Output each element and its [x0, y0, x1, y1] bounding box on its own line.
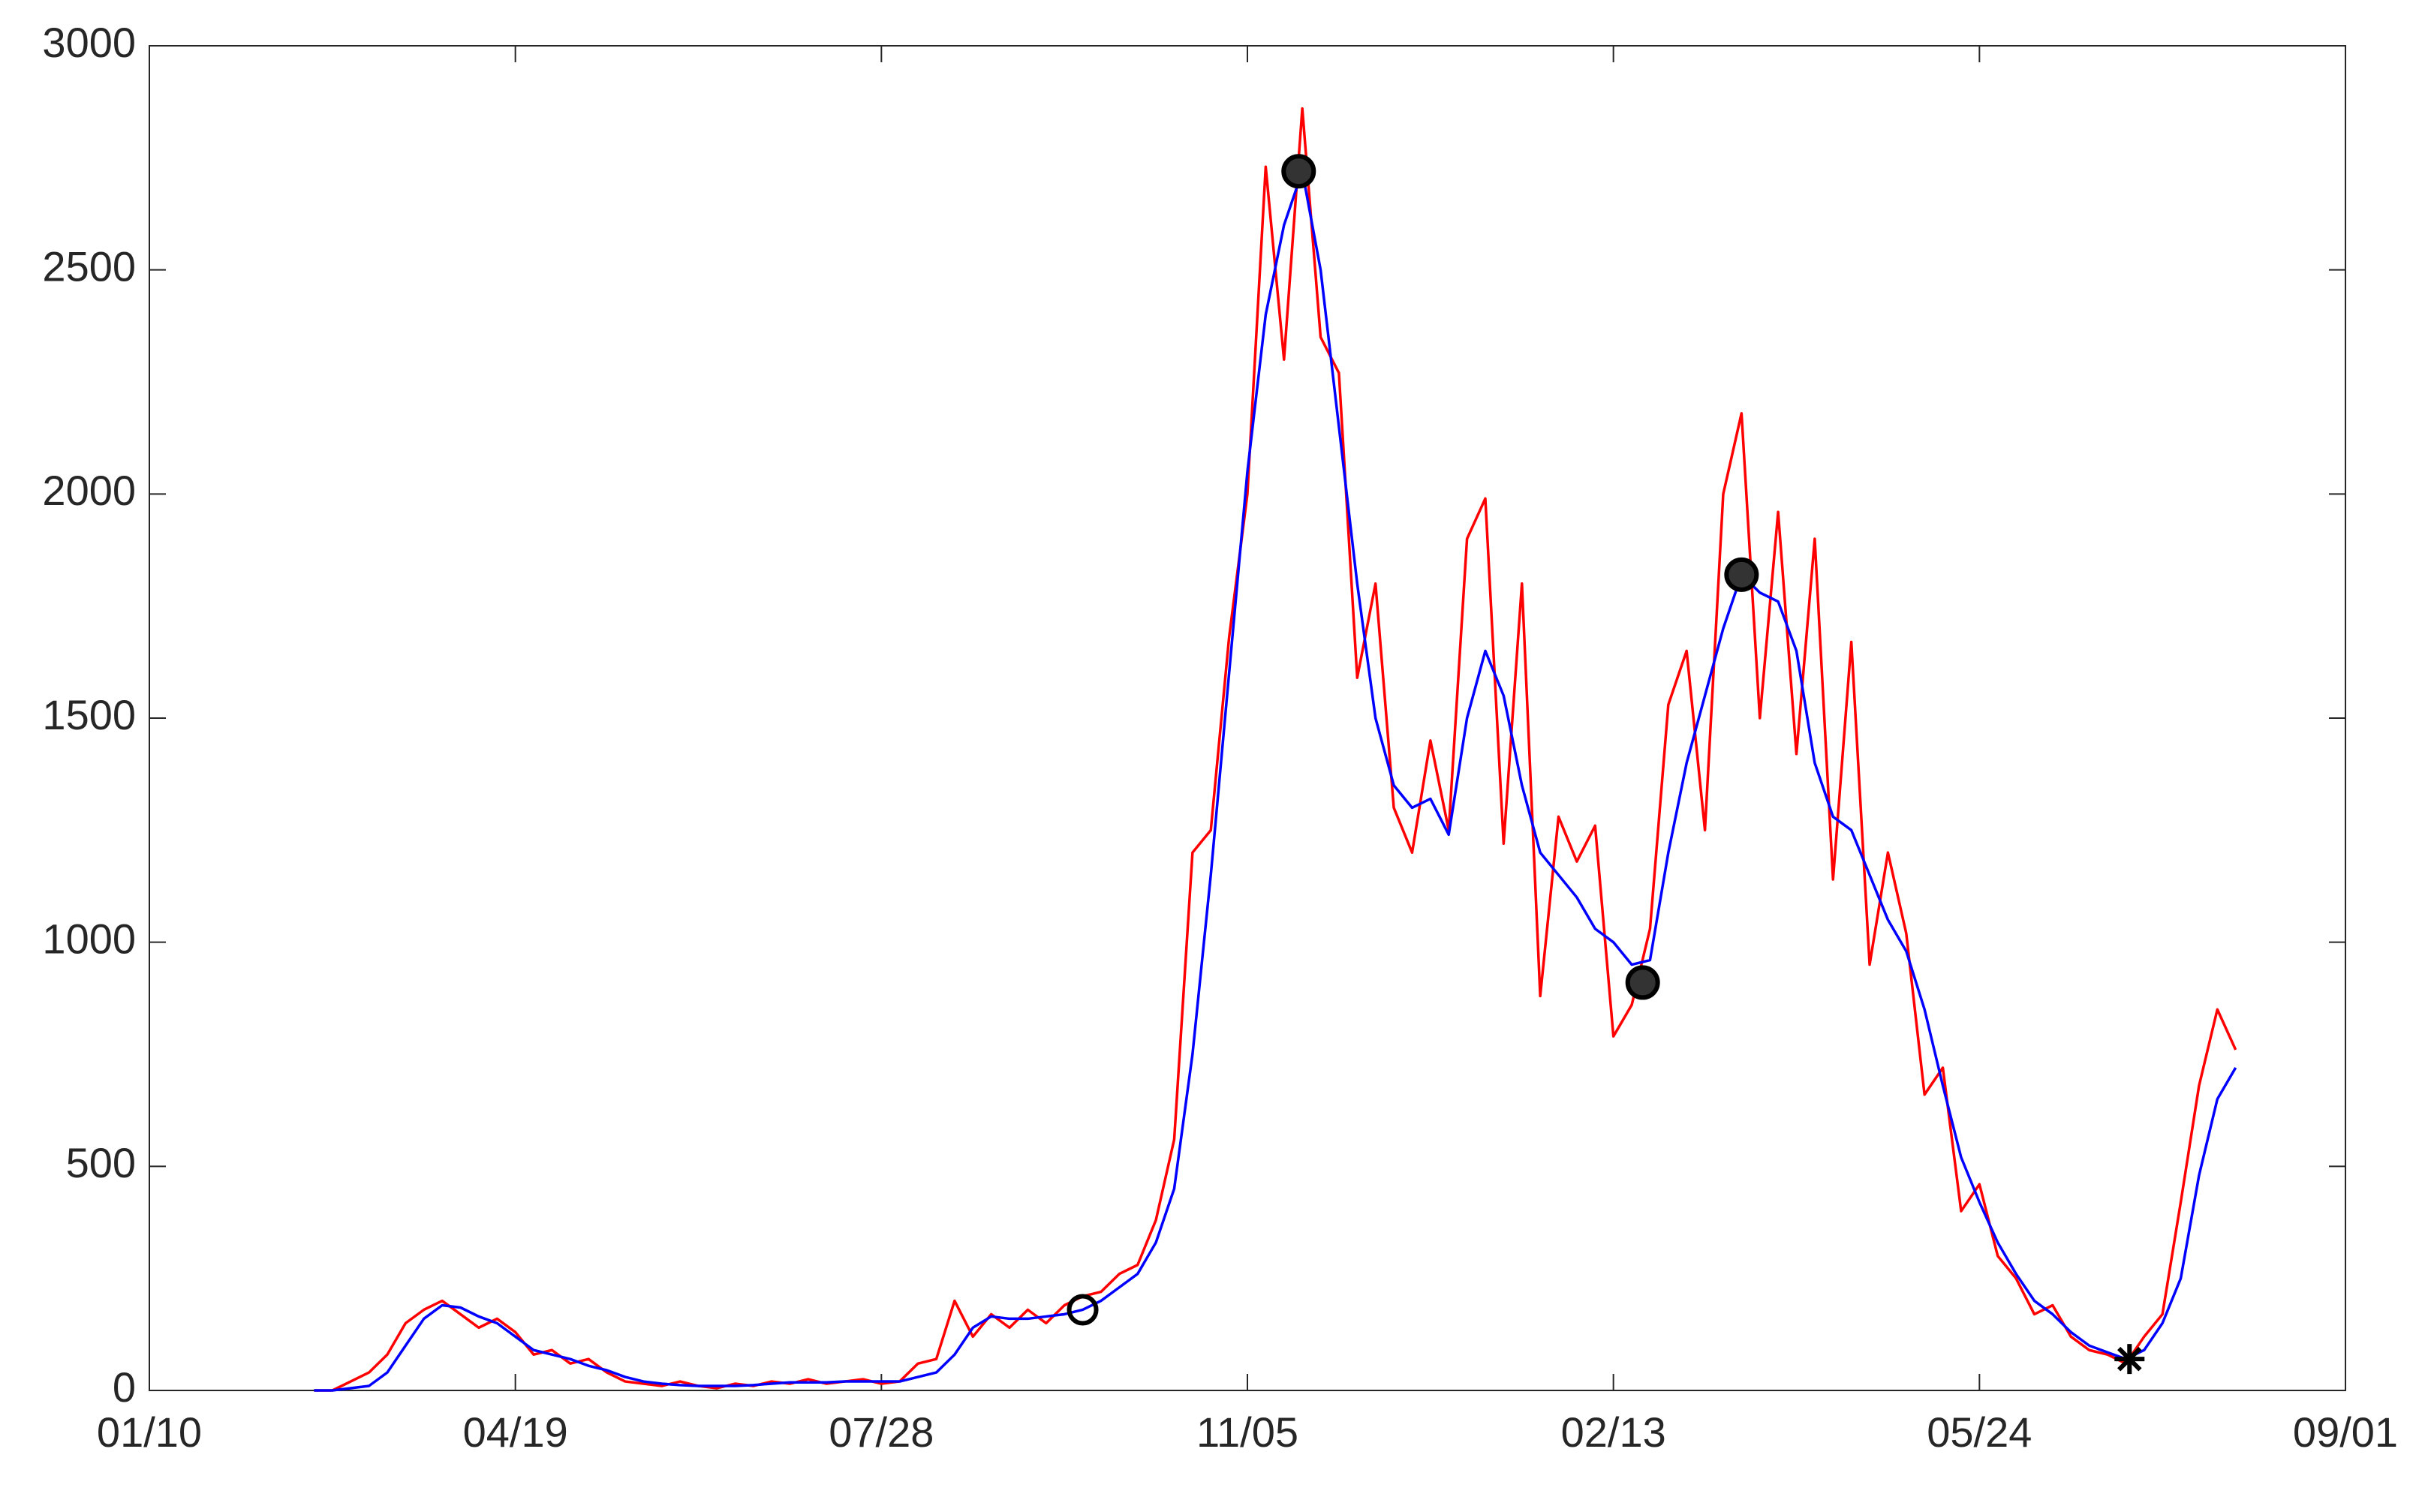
marker-filled-circle [1281, 154, 1316, 189]
marker-filled-circle [1724, 557, 1759, 592]
x-tick-label: 04/19 [463, 1408, 568, 1456]
x-tick-label: 09/01 [2293, 1408, 2398, 1456]
marker-asterisk [2114, 1344, 2145, 1375]
marker-filled-circle [1625, 965, 1660, 1000]
y-tick-label: 1500 [42, 691, 136, 738]
x-tick-label: 11/05 [1196, 1408, 1298, 1456]
y-tick-label: 1000 [42, 915, 136, 962]
y-tick-label: 500 [66, 1139, 136, 1186]
y-tick-label: 0 [113, 1363, 136, 1411]
marker-circle [1067, 1294, 1099, 1326]
x-tick-label: 05/24 [1927, 1408, 2032, 1456]
x-tick-label: 07/28 [829, 1408, 934, 1456]
line [314, 170, 2237, 1392]
y-tick-label: 3000 [42, 19, 136, 66]
y-tick-label: 2000 [42, 467, 136, 514]
x-tick-label: 02/13 [1561, 1408, 1666, 1456]
plot-frame [149, 45, 2346, 1391]
x-tick-label: 01/10 [97, 1408, 202, 1456]
y-tick-label: 2500 [42, 242, 136, 290]
line [314, 107, 2237, 1392]
